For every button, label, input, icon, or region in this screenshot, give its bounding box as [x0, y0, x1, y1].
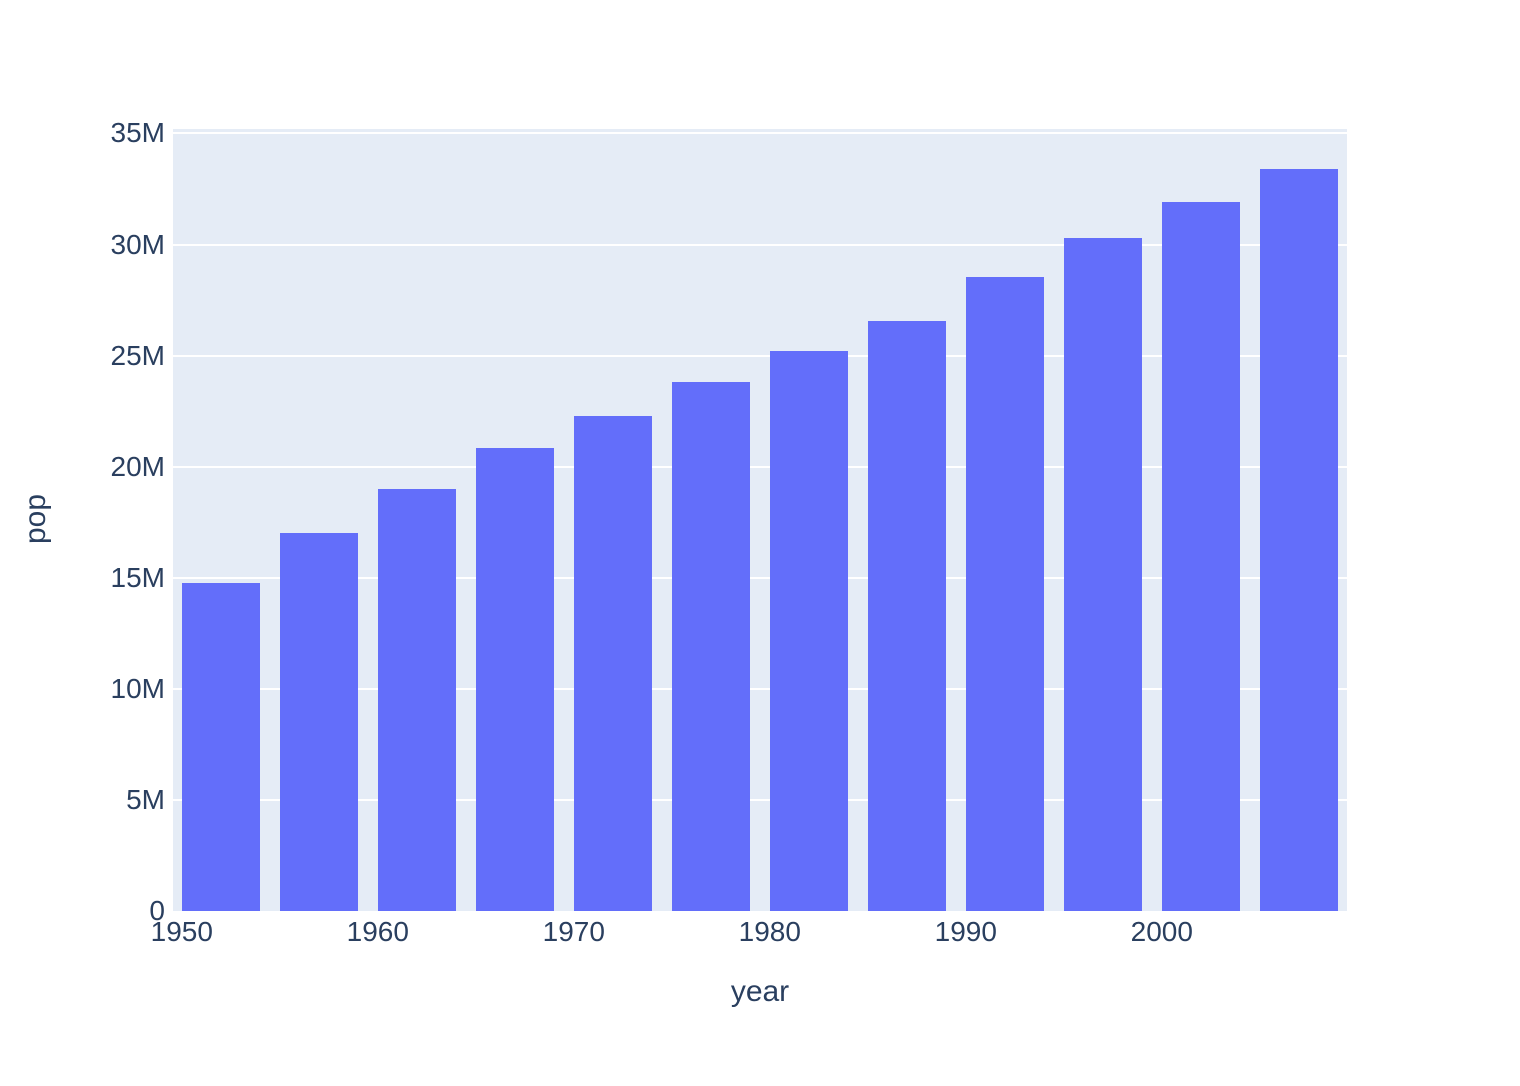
x-tick-label-1980: 1980 — [738, 916, 801, 947]
y-tick-label-30M: 30M — [110, 228, 165, 260]
x-tick-label-1990: 1990 — [934, 916, 997, 947]
y-axis-title: pop — [19, 493, 52, 545]
y-tick-label-35M: 35M — [110, 117, 165, 149]
y-tick-label-20M: 20M — [110, 450, 165, 482]
plot-area — [173, 129, 1347, 911]
x-tick-label-1960: 1960 — [346, 916, 409, 947]
bar-1957[interactable] — [280, 533, 358, 911]
x-tick-label-1950: 1950 — [150, 916, 213, 947]
bar-1962[interactable] — [378, 489, 456, 911]
y-tick-label-15M: 15M — [110, 561, 165, 593]
y-tick-label-10M: 10M — [110, 672, 165, 704]
bar-1982[interactable] — [769, 351, 848, 911]
gridline-10M — [173, 687, 1347, 690]
y-tick-label-5M: 5M — [126, 783, 165, 815]
gridline-20M — [173, 465, 1347, 468]
gridline-30M — [173, 243, 1347, 246]
bar-1987[interactable] — [867, 321, 946, 911]
bar-1977[interactable] — [672, 382, 750, 911]
gridline-5M — [173, 798, 1347, 801]
y-tick-label-25M: 25M — [110, 339, 165, 371]
bar-1952[interactable] — [182, 582, 261, 911]
bar-2002[interactable] — [1161, 202, 1240, 911]
bar-1992[interactable] — [965, 277, 1044, 911]
bar-1967[interactable] — [476, 448, 554, 911]
y-tick-label-0: 0 — [149, 895, 165, 926]
bar-1997[interactable] — [1063, 237, 1142, 911]
gridline-15M — [173, 576, 1347, 579]
gridline-25M — [173, 354, 1347, 357]
x-tick-label-2000: 2000 — [1130, 916, 1193, 947]
gridline-35M — [173, 132, 1347, 135]
x-axis-title: year — [730, 975, 790, 1008]
bar-1972[interactable] — [574, 415, 652, 911]
x-tick-label-1970: 1970 — [542, 916, 605, 947]
bar-2007[interactable] — [1259, 169, 1338, 911]
